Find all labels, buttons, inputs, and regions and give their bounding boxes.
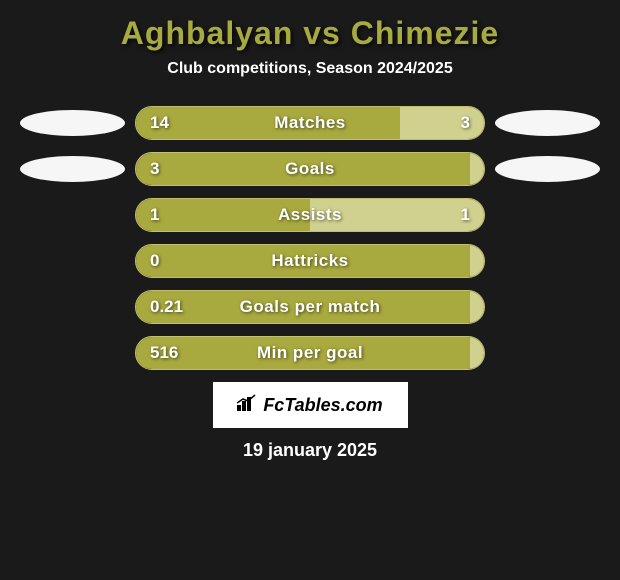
stat-value-left: 516 (150, 343, 178, 363)
stat-bar-right (470, 245, 484, 277)
stat-bar-right (470, 337, 484, 369)
stat-bar: 3 Goals (135, 152, 485, 186)
stat-bar: 0.21 Goals per match (135, 290, 485, 324)
stat-bar: 14 3 Matches (135, 106, 485, 140)
stat-bar: 0 Hattricks (135, 244, 485, 278)
stat-label: Min per goal (257, 343, 363, 363)
stat-bar-left: 14 (136, 107, 400, 139)
stat-value-left: 0.21 (150, 297, 183, 317)
stat-row: 3 Goals (0, 152, 620, 186)
stat-value-left: 3 (150, 159, 159, 179)
logo-text: FcTables.com (263, 395, 382, 416)
stat-row: 0 Hattricks (0, 244, 620, 278)
stat-label: Hattricks (271, 251, 348, 271)
date-label: 19 january 2025 (243, 440, 377, 461)
stat-label: Goals per match (240, 297, 381, 317)
stat-bar: 1 1 Assists (135, 198, 485, 232)
player-left-ellipse (20, 156, 125, 182)
page-title: Aghbalyan vs Chimezie (121, 15, 499, 52)
logo-box: FcTables.com (213, 382, 408, 428)
stats-list: 14 3 Matches 3 Goals 1 1 Assists 0 Hattricks 0.21 G… (0, 106, 620, 370)
player-right-ellipse (495, 110, 600, 136)
stat-bar-right: 3 (400, 107, 484, 139)
stat-row: 14 3 Matches (0, 106, 620, 140)
stat-value-right: 1 (461, 205, 470, 225)
stat-row: 1 1 Assists (0, 198, 620, 232)
stat-row: 516 Min per goal (0, 336, 620, 370)
stat-label: Matches (274, 113, 346, 133)
stat-value-left: 14 (150, 113, 169, 133)
comparison-infographic: Aghbalyan vs Chimezie Club competitions,… (0, 0, 620, 476)
stat-label: Assists (278, 205, 342, 225)
stat-value-left: 1 (150, 205, 159, 225)
player-right-ellipse (495, 156, 600, 182)
stat-label: Goals (285, 159, 335, 179)
stat-value-right: 3 (461, 113, 470, 133)
page-subtitle: Club competitions, Season 2024/2025 (167, 60, 452, 78)
stat-value-left: 0 (150, 251, 159, 271)
stat-bar-right (470, 291, 484, 323)
stat-bar: 516 Min per goal (135, 336, 485, 370)
player-left-ellipse (20, 110, 125, 136)
chart-icon (237, 393, 259, 417)
stat-row: 0.21 Goals per match (0, 290, 620, 324)
stat-bar-right (470, 153, 484, 185)
